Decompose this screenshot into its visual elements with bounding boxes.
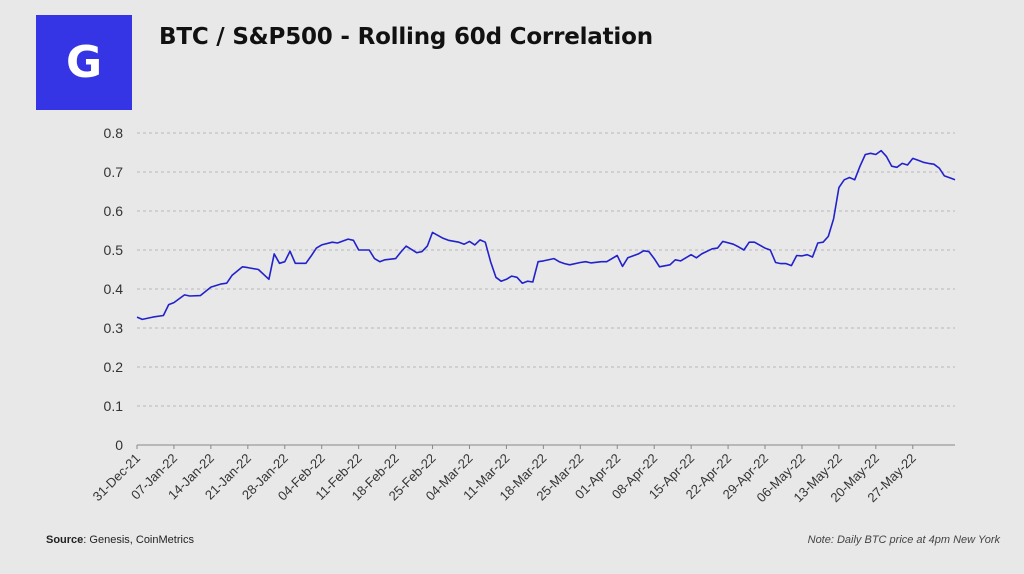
y-tick-label: 0.5 — [104, 242, 124, 258]
y-tick-label: 0.4 — [104, 281, 124, 297]
y-tick-label: 0 — [115, 437, 123, 453]
source-note: Source: Genesis, CoinMetrics — [46, 534, 194, 546]
footnote: Note: Daily BTC price at 4pm New York — [807, 534, 1000, 546]
y-tick-label: 0.7 — [104, 164, 124, 180]
y-tick-label: 0.2 — [104, 359, 124, 375]
y-tick-label: 0.1 — [104, 398, 124, 414]
correlation-line — [136, 149, 956, 321]
y-tick-label: 0.6 — [104, 203, 124, 219]
logo-letter: G — [65, 37, 103, 88]
y-tick-label: 0.3 — [104, 320, 124, 336]
y-tick-label: 0.8 — [104, 125, 124, 141]
source-text: : Genesis, CoinMetrics — [83, 534, 194, 546]
source-label: Source — [46, 534, 84, 546]
chart-title: BTC / S&P500 - Rolling 60d Correlation — [159, 24, 653, 50]
genesis-logo: G — [36, 15, 132, 110]
